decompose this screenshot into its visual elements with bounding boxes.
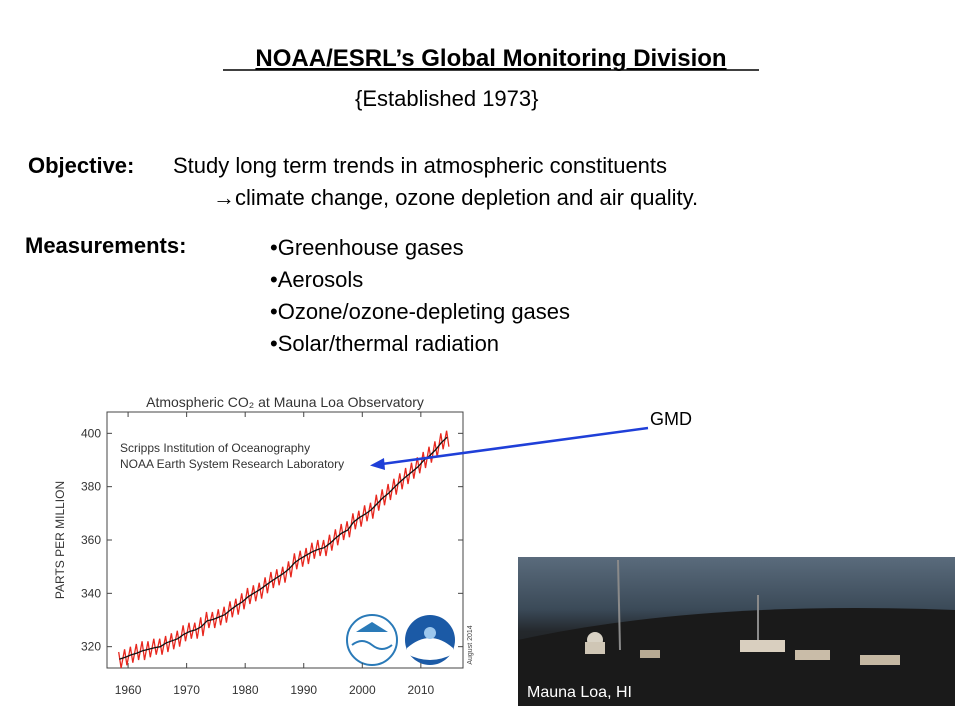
measurement-item: •Greenhouse gases <box>270 235 464 260</box>
chart-title: Atmospheric CO₂ at Mauna Loa Observatory <box>146 394 424 410</box>
noaa-logo <box>405 615 455 665</box>
y-tick-label: 340 <box>81 586 101 600</box>
objective-label: Objective: <box>28 153 134 178</box>
y-tick-label: 400 <box>81 426 101 440</box>
objective-line: →climate change, ozone depletion and air… <box>213 185 698 210</box>
date-note: August 2014 <box>467 625 474 664</box>
chart-note: NOAA Earth System Research Laboratory <box>120 457 344 471</box>
measurement-item: •Solar/thermal radiation <box>270 331 499 356</box>
y-axis-label: PARTS PER MILLION <box>53 481 67 599</box>
x-tick-label: 2000 <box>349 683 376 697</box>
x-tick-label: 1970 <box>173 683 200 697</box>
measurement-item: •Ozone/ozone-depleting gases <box>270 299 570 324</box>
chart-note: Scripps Institution of Oceanography <box>120 441 310 455</box>
objective-line: Study long term trends in atmospheric co… <box>173 153 667 178</box>
measurement-item: •Aerosols <box>270 267 363 292</box>
scripps-logo <box>346 614 398 666</box>
annotation: GMD <box>650 409 692 429</box>
photo-caption: Mauna Loa, HI <box>527 684 632 701</box>
x-tick-label: 1960 <box>115 683 142 697</box>
slide-title: NOAA/ESRL’s Global Monitoring Division <box>255 45 726 72</box>
annotation-arrow <box>381 426 649 466</box>
arrow-head <box>370 458 385 470</box>
series-line <box>118 430 450 669</box>
measurements-label: Measurements: <box>25 233 186 258</box>
x-tick-label: 1990 <box>290 683 317 697</box>
y-tick-label: 360 <box>81 533 101 547</box>
y-tick-label: 380 <box>81 480 101 494</box>
y-tick-label: 320 <box>81 640 101 654</box>
x-tick-label: 2010 <box>407 683 434 697</box>
x-tick-label: 1980 <box>232 683 259 697</box>
photo: Mauna Loa, HI <box>518 557 955 706</box>
co2-chart: Atmospheric CO₂ at Mauna Loa Observatory… <box>53 394 474 697</box>
series-line <box>119 436 448 660</box>
subtitle: {Established 1973} <box>355 86 539 111</box>
